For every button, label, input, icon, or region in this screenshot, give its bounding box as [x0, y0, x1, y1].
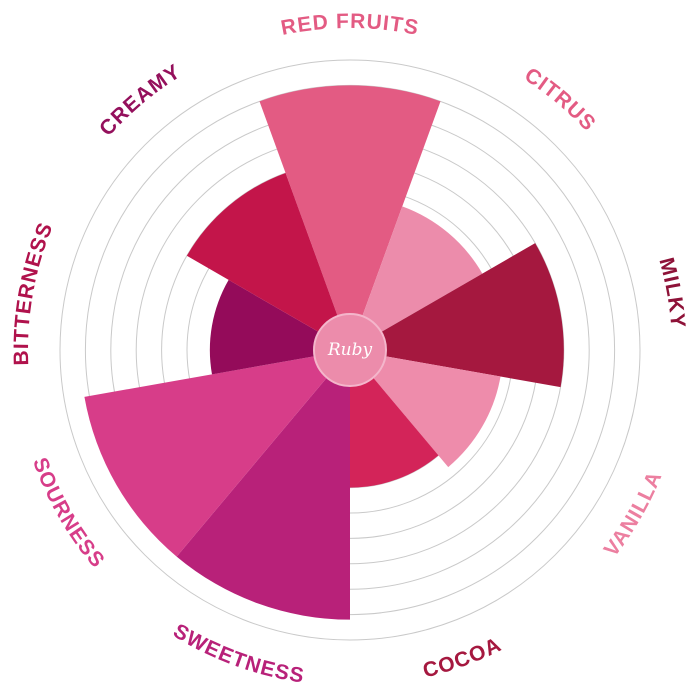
grid-ring [59, 59, 641, 641]
axis-label-bitterness: BITTERNESS [10, 219, 58, 366]
sector-creamy [186, 172, 350, 350]
sectors [84, 85, 564, 620]
sector-red-fruits [259, 85, 441, 351]
sector-sweetness [176, 350, 350, 620]
center-badge [313, 313, 387, 387]
axis-label-sourness: SOURNESS [28, 455, 109, 573]
axis-label-sweetness: SWEETNESS [169, 619, 306, 687]
axis-label-milky: MILKY [654, 255, 689, 329]
sector-vanilla [350, 350, 501, 468]
axis-label-red-fruits: RED FRUITS [279, 10, 421, 40]
center-label: Ruby [327, 340, 373, 360]
axis-label-creamy: CREAMY [95, 60, 185, 141]
sector-milky [350, 243, 564, 388]
center-badge-group: Ruby [313, 313, 387, 387]
sector-cocoa [350, 350, 439, 488]
axis-label-vanilla: VANILLA [600, 468, 667, 561]
sector-sourness [84, 350, 351, 557]
sector-citrus [350, 206, 483, 350]
axis-label-cocoa: COCOA [421, 633, 506, 682]
